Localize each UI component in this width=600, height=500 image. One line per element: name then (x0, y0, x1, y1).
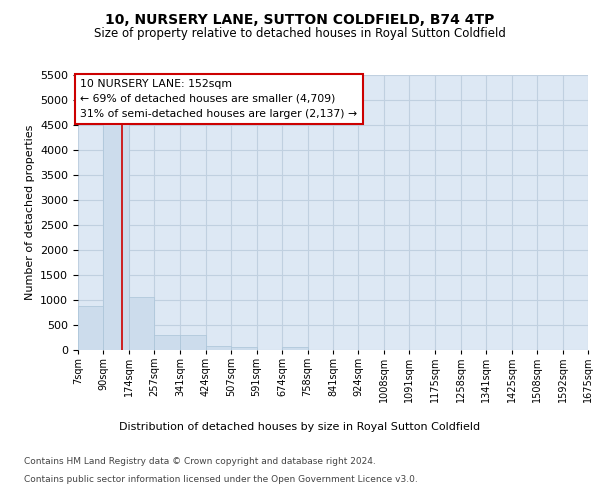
Bar (231, 347, 257, 350)
Text: Size of property relative to detached houses in Royal Sutton Coldfield: Size of property relative to detached ho… (94, 28, 506, 40)
Bar (180, 335, 205, 350)
Bar (154, 335, 180, 350)
Bar (282, 347, 308, 350)
Bar (103, 122, 129, 350)
Bar (205, 346, 231, 350)
Text: 10, NURSERY LANE, SUTTON COLDFIELD, B74 4TP: 10, NURSERY LANE, SUTTON COLDFIELD, B74 … (106, 12, 494, 26)
Text: Contains public sector information licensed under the Open Government Licence v3: Contains public sector information licen… (24, 475, 418, 484)
Bar (129, 297, 154, 350)
Y-axis label: Number of detached properties: Number of detached properties (25, 125, 35, 300)
Text: Distribution of detached houses by size in Royal Sutton Coldfield: Distribution of detached houses by size … (119, 422, 481, 432)
Text: Contains HM Land Registry data © Crown copyright and database right 2024.: Contains HM Land Registry data © Crown c… (24, 458, 376, 466)
Bar (78, 306, 103, 350)
Text: 10 NURSERY LANE: 152sqm
← 69% of detached houses are smaller (4,709)
31% of semi: 10 NURSERY LANE: 152sqm ← 69% of detache… (80, 79, 358, 118)
